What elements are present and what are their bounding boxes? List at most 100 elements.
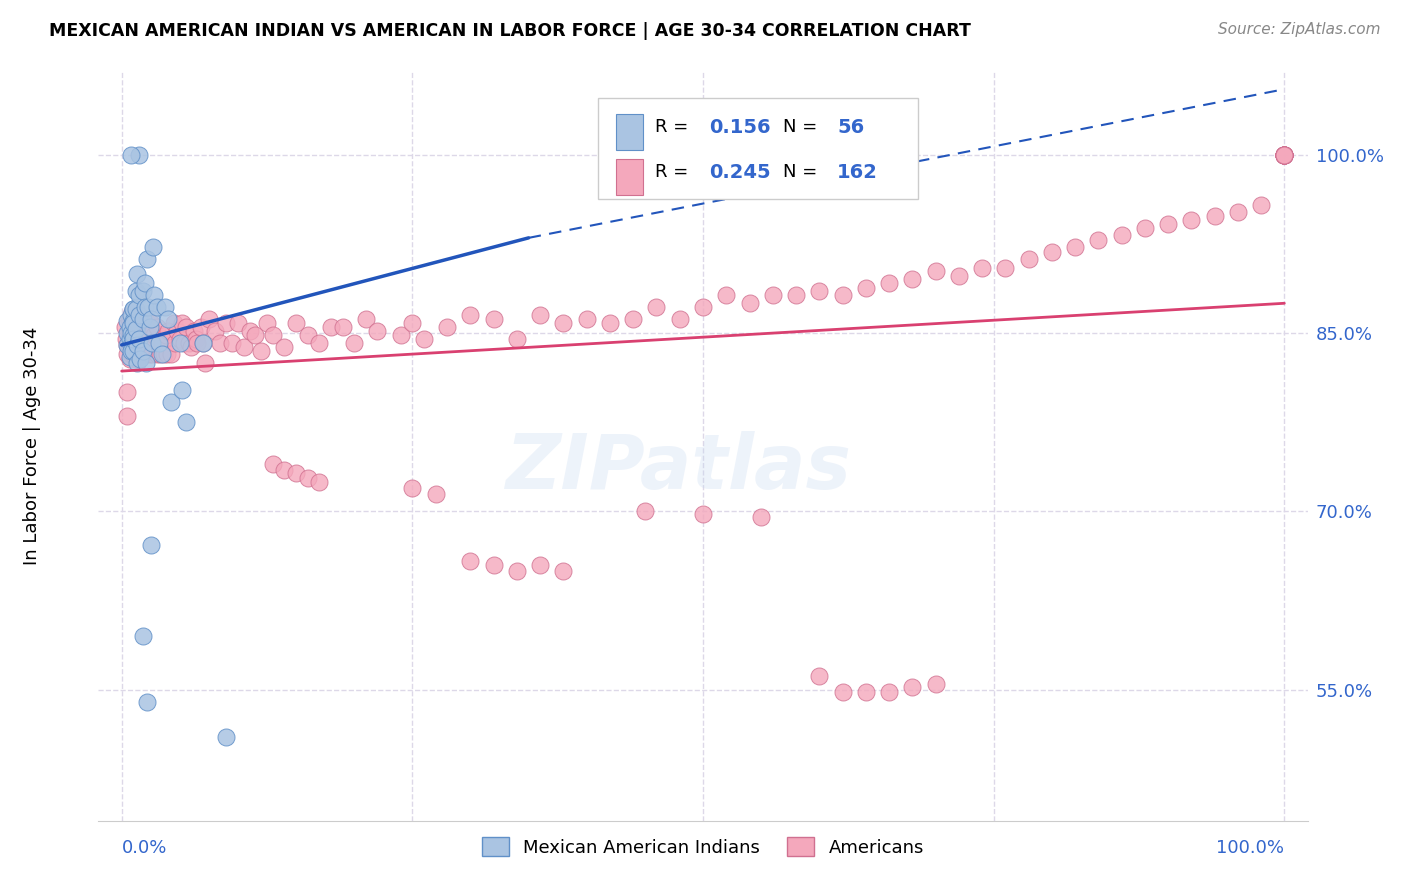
Point <box>136 695 159 709</box>
Point <box>319 320 342 334</box>
Legend: Mexican American Indians, Americans: Mexican American Indians, Americans <box>472 828 934 865</box>
Point <box>297 328 319 343</box>
Text: 56: 56 <box>837 118 865 136</box>
Point <box>138 300 160 314</box>
Point <box>141 335 163 350</box>
Point <box>482 558 505 572</box>
Point <box>924 264 946 278</box>
Point <box>118 328 141 343</box>
Point <box>120 326 142 340</box>
Point <box>194 356 217 370</box>
Point <box>122 302 145 317</box>
Point <box>901 272 924 286</box>
Point <box>138 324 160 338</box>
Point <box>120 308 142 322</box>
Point <box>808 668 831 682</box>
Point <box>1272 147 1295 161</box>
Text: 0.156: 0.156 <box>709 118 770 136</box>
Point <box>343 335 366 350</box>
Point <box>529 558 551 572</box>
Point <box>118 332 141 346</box>
Text: ZIPatlas: ZIPatlas <box>506 432 852 506</box>
Point <box>285 317 308 331</box>
Point <box>401 317 423 331</box>
Point <box>553 564 575 578</box>
Point <box>901 681 924 695</box>
Point <box>145 347 167 361</box>
Point <box>115 332 138 346</box>
Point <box>215 731 238 745</box>
Point <box>131 629 153 643</box>
Point <box>134 340 156 354</box>
Point <box>1064 240 1087 254</box>
Point <box>129 352 152 367</box>
Text: N =: N = <box>783 162 823 181</box>
Point <box>354 311 377 326</box>
Point <box>191 335 214 350</box>
Point <box>634 504 657 518</box>
Point <box>762 288 785 302</box>
Point <box>209 335 232 350</box>
Point <box>621 311 644 326</box>
Point <box>668 311 690 326</box>
Point <box>413 332 436 346</box>
Point <box>129 326 152 340</box>
Point <box>117 409 139 424</box>
Point <box>124 320 146 334</box>
Point <box>1111 228 1133 243</box>
Point <box>506 564 529 578</box>
Point <box>575 311 598 326</box>
Point <box>120 147 142 161</box>
Text: 0.0%: 0.0% <box>122 839 167 857</box>
Point <box>166 324 188 338</box>
Point <box>122 332 145 346</box>
Point <box>118 324 141 338</box>
Point <box>645 300 668 314</box>
Point <box>117 338 139 352</box>
Point <box>132 320 155 334</box>
Point <box>172 317 194 331</box>
Point <box>553 317 575 331</box>
Point <box>1133 221 1156 235</box>
Point <box>148 335 170 350</box>
Point <box>141 347 163 361</box>
FancyBboxPatch shape <box>616 114 643 150</box>
Point <box>131 314 153 328</box>
Point <box>120 338 142 352</box>
Point <box>128 288 150 302</box>
Point <box>127 317 149 331</box>
Point <box>124 311 146 326</box>
Point <box>308 335 330 350</box>
Point <box>122 335 145 350</box>
Point <box>1226 204 1249 219</box>
Point <box>125 352 148 367</box>
Point <box>191 335 214 350</box>
Point <box>129 347 152 361</box>
Point <box>118 350 141 364</box>
Point <box>692 300 714 314</box>
Point <box>124 285 146 299</box>
Point <box>149 347 172 361</box>
Point <box>1180 213 1202 227</box>
Point <box>273 340 295 354</box>
Point <box>124 332 146 346</box>
Point <box>1272 147 1295 161</box>
Point <box>136 347 159 361</box>
Point <box>128 147 150 161</box>
Point <box>122 320 145 334</box>
Point <box>174 415 197 429</box>
Point <box>1272 147 1295 161</box>
Point <box>118 320 141 334</box>
Point <box>131 311 153 326</box>
Point <box>127 347 149 361</box>
Point <box>226 317 249 331</box>
Point <box>139 317 162 331</box>
Point <box>117 385 139 400</box>
Point <box>134 320 156 334</box>
Point <box>948 268 970 283</box>
Point <box>221 335 243 350</box>
Text: 100.0%: 100.0% <box>1216 839 1284 857</box>
Point <box>120 311 142 326</box>
Point <box>117 326 139 340</box>
Point <box>135 314 157 328</box>
